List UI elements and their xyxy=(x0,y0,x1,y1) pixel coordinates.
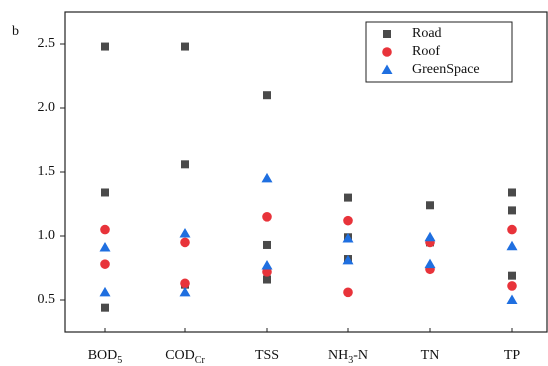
marker-triangle xyxy=(424,258,436,269)
marker-triangle xyxy=(342,233,354,243)
legend-label: GreenSpace xyxy=(412,62,480,77)
marker-triangle xyxy=(179,286,191,297)
marker-triangle xyxy=(179,227,191,238)
marker-triangle xyxy=(261,172,273,183)
marker-triangle xyxy=(506,294,518,304)
marker-circle xyxy=(507,224,517,235)
y-tick-label: 0.5 xyxy=(38,292,56,307)
x-tick-label: TN xyxy=(421,348,440,363)
marker-triangle xyxy=(342,254,354,265)
marker-circle xyxy=(180,278,190,289)
marker-square xyxy=(181,42,189,51)
marker-circle xyxy=(180,237,190,248)
x-tick-label: CODCr xyxy=(165,348,205,366)
marker-square xyxy=(263,240,271,249)
x-tick-subscript: Cr xyxy=(195,355,206,366)
marker-triangle xyxy=(381,64,393,74)
y-tick-label: 1.0 xyxy=(38,228,56,243)
marker-square xyxy=(263,91,271,100)
y-tick-label: 1.5 xyxy=(38,164,56,179)
marker-square xyxy=(101,303,109,312)
x-tick-text: -N xyxy=(353,348,368,363)
marker-square xyxy=(344,193,352,202)
marker-square xyxy=(508,271,516,280)
legend-label: Road xyxy=(412,26,442,41)
marker-circle xyxy=(343,287,353,298)
marker-square xyxy=(263,275,271,284)
x-tick-text: BOD xyxy=(88,348,118,363)
marker-square xyxy=(101,188,109,197)
marker-circle xyxy=(343,215,353,226)
legend-label: Roof xyxy=(412,44,440,59)
marker-square xyxy=(508,206,516,215)
x-tick-label: TP xyxy=(504,348,521,363)
marker-triangle xyxy=(424,231,436,242)
x-tick-label: TSS xyxy=(255,348,279,363)
marker-square xyxy=(426,201,434,210)
marker-triangle xyxy=(261,259,273,270)
y-tick-label: 2.5 xyxy=(38,36,56,51)
marker-square xyxy=(181,160,189,169)
x-tick-text: TN xyxy=(421,348,440,363)
panel-label: b xyxy=(12,24,19,39)
x-tick-subscript: 3 xyxy=(348,355,353,366)
marker-triangle xyxy=(506,240,518,251)
marker-circle xyxy=(382,47,392,57)
marker-square xyxy=(101,42,109,51)
x-tick-label: NH3-N xyxy=(328,348,368,366)
y-tick-label: 2.0 xyxy=(38,100,56,115)
x-tick-subscript: 5 xyxy=(117,355,122,366)
marker-circle xyxy=(100,224,110,235)
x-tick-label: BOD5 xyxy=(88,348,123,366)
x-tick-text: TP xyxy=(504,348,521,363)
legend: Road Roof GreenSpace xyxy=(365,21,513,83)
marker-triangle xyxy=(99,242,111,252)
marker-triangle xyxy=(99,286,111,297)
x-tick-text: COD xyxy=(165,348,195,363)
marker-circle xyxy=(507,281,517,291)
marker-circle xyxy=(262,212,272,222)
marker-square xyxy=(383,30,391,38)
x-tick-text: NH xyxy=(328,348,348,363)
x-tick-text: TSS xyxy=(255,348,279,363)
marker-circle xyxy=(100,259,110,269)
marker-square xyxy=(508,188,516,197)
